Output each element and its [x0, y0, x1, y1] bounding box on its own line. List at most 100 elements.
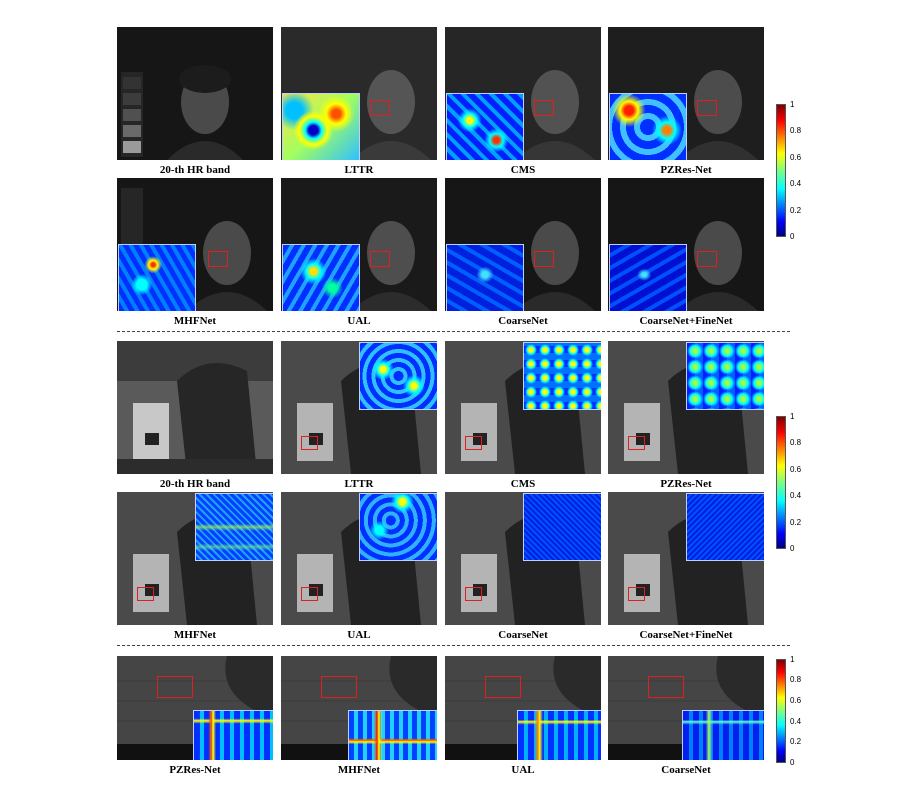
- colorbar-tick: 0: [790, 544, 795, 553]
- error-heatmap-inset: [446, 244, 524, 311]
- error-heatmap-inset: [682, 710, 764, 760]
- panel-caption: MHFNet: [173, 315, 217, 327]
- error-heatmap-inset: [118, 244, 196, 311]
- error-heatmap-inset: [686, 493, 764, 561]
- error-map-image: [608, 27, 764, 160]
- panel-caption: CoarseNet+FineNet: [639, 629, 733, 641]
- panel-caption: 20-th HR band: [159, 478, 231, 490]
- hr-band-image: [117, 341, 273, 474]
- colorbar-tick: 0: [790, 758, 795, 767]
- roi-box: [485, 676, 521, 698]
- colorbar-tick: 0.4: [790, 717, 802, 726]
- panel-g1-r1-c4: PZRes-Net: [608, 27, 764, 177]
- roi-box: [697, 100, 717, 116]
- roi-box: [465, 587, 482, 601]
- colorbar-tick: 0: [790, 232, 795, 241]
- panel-caption: UAL: [511, 764, 535, 776]
- face-scene: [117, 27, 273, 160]
- panel-caption: CoarseNet: [661, 764, 711, 776]
- error-map-image: [281, 341, 437, 474]
- error-map-image: [608, 178, 764, 311]
- roi-box: [137, 587, 154, 601]
- panel-caption: UAL: [347, 629, 371, 641]
- roi-box: [370, 100, 390, 116]
- error-map-image: [281, 27, 437, 160]
- panel-g1-r1-c3: CMS: [445, 27, 601, 177]
- error-heatmap-inset: [359, 493, 437, 561]
- panel-caption: UAL: [347, 315, 371, 327]
- panel-g2-r2-c4: CoarseNet+FineNet: [608, 492, 764, 642]
- panel-caption: MHFNet: [173, 629, 217, 641]
- colorbar-gradient: [776, 659, 786, 763]
- error-heatmap-inset: [609, 93, 687, 160]
- error-map-image: [445, 341, 601, 474]
- panel-caption: PZRes-Net: [660, 478, 712, 490]
- colorbar-tick: 0.2: [790, 518, 802, 527]
- panel-caption: CMS: [510, 164, 536, 176]
- panel-caption: LTTR: [344, 164, 374, 176]
- panel-g3-r1-c2: MHFNet: [281, 656, 437, 776]
- colorbar-3: 1 0.8 0.6 0.4 0.2 0: [776, 656, 801, 767]
- panel-g2-r2-c3: CoarseNet: [445, 492, 601, 642]
- error-map-image: [608, 492, 764, 625]
- roi-box: [208, 251, 228, 267]
- roi-box: [697, 251, 717, 267]
- panel-g1-r1-c2: LTTR: [281, 27, 437, 177]
- panel-g1-r1-c1: 20-th HR band: [117, 27, 273, 177]
- colorbar-tick: 0.4: [790, 491, 802, 500]
- colorbar-gradient: [776, 104, 786, 237]
- error-map-image: [445, 492, 601, 625]
- colorbar-tick: 0.8: [790, 126, 802, 135]
- roi-box: [465, 436, 482, 450]
- error-heatmap-inset: [686, 342, 764, 410]
- group-separator: [117, 645, 790, 646]
- colorbar-tick: 0.6: [790, 153, 802, 162]
- roi-box: [370, 251, 390, 267]
- roi-box: [628, 587, 645, 601]
- panel-g3-r1-c1: PZRes-Net: [117, 656, 273, 776]
- error-heatmap-inset: [195, 493, 273, 561]
- colorbar-tick: 1: [790, 655, 795, 664]
- panel-g1-r2-c1: MHFNet: [117, 178, 273, 328]
- error-heatmap-inset: [282, 244, 360, 311]
- panel-g2-r1-c2: LTTR: [281, 341, 437, 491]
- colorbar-2: 1 0.8 0.6 0.4 0.2 0: [776, 413, 801, 553]
- error-heatmap-inset: [193, 710, 273, 760]
- error-map-image: [445, 178, 601, 311]
- roi-box: [534, 100, 554, 116]
- panel-caption: 20-th HR band: [159, 164, 231, 176]
- error-map-image: [445, 27, 601, 160]
- colorbar-tick: 0.6: [790, 696, 802, 705]
- panel-caption: CoarseNet+FineNet: [639, 315, 733, 327]
- error-map-image: [117, 178, 273, 311]
- panel-caption: MHFNet: [337, 764, 381, 776]
- group-separator: [117, 331, 790, 332]
- error-heatmap-inset: [609, 244, 687, 311]
- roi-box: [534, 251, 554, 267]
- panel-g2-r2-c2: UAL: [281, 492, 437, 642]
- panel-g1-r2-c2: UAL: [281, 178, 437, 328]
- error-map-image: [281, 178, 437, 311]
- colorbar-tick: 0.8: [790, 438, 802, 447]
- panel-caption: LTTR: [344, 478, 374, 490]
- error-heatmap-inset: [523, 342, 601, 410]
- colorbar-1: 1 0.8 0.6 0.4 0.2 0: [776, 101, 801, 241]
- panel-g1-r2-c4: CoarseNet+FineNet: [608, 178, 764, 328]
- panel-caption: CoarseNet: [498, 315, 548, 327]
- error-map-image: [281, 656, 437, 760]
- roi-box: [157, 676, 193, 698]
- colorbar-tick: 0.4: [790, 179, 802, 188]
- error-heatmap-inset: [359, 342, 437, 410]
- error-map-image: [445, 656, 601, 760]
- panel-g3-r1-c3: UAL: [445, 656, 601, 776]
- error-map-image: [117, 656, 273, 760]
- roi-box: [301, 436, 318, 450]
- roi-box: [301, 587, 318, 601]
- panel-caption: CoarseNet: [498, 629, 548, 641]
- panel-caption: PZRes-Net: [660, 164, 712, 176]
- panel-g2-r1-c4: PZRes-Net: [608, 341, 764, 491]
- error-heatmap-inset: [282, 93, 360, 160]
- error-map-image: [117, 492, 273, 625]
- error-heatmap-inset: [348, 710, 437, 760]
- colorbar-gradient: [776, 416, 786, 549]
